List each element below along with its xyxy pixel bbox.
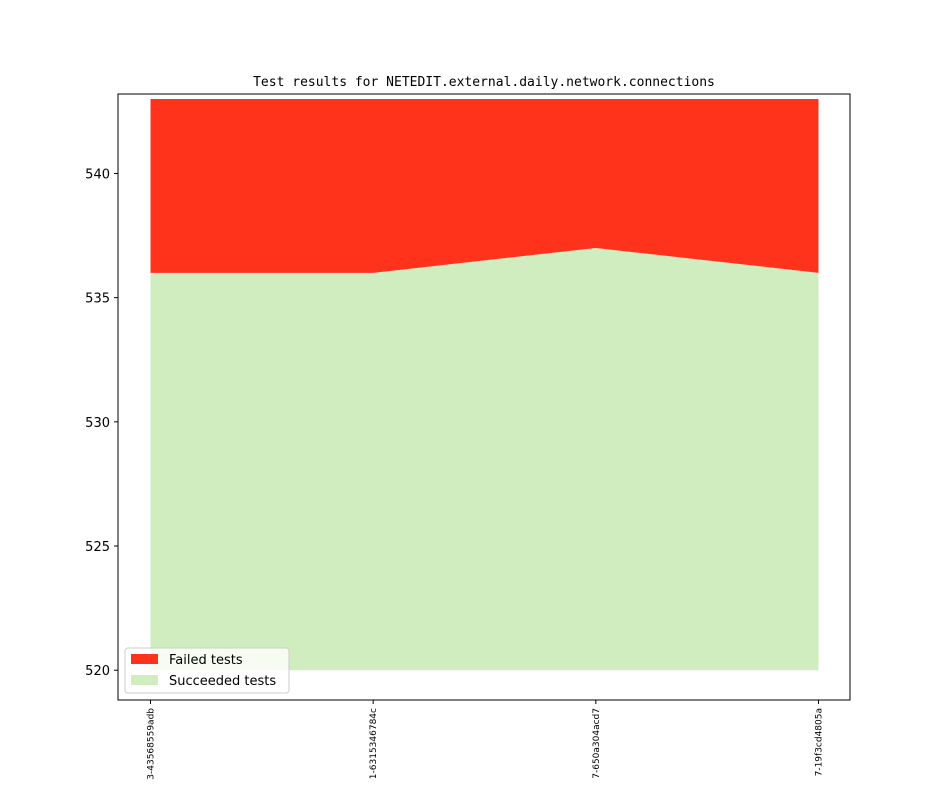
y-tick-label: 530 bbox=[85, 416, 110, 431]
area-succeeded bbox=[150, 247, 819, 671]
plot-frame bbox=[117, 93, 851, 701]
x-tick-label: 7-650a304acd7 bbox=[592, 708, 602, 779]
chart-title: Test results for NETEDIT.external.daily.… bbox=[253, 75, 715, 90]
x-tick-label: 7-19f3cd4805a bbox=[815, 708, 825, 776]
legend-label-succeeded: Succeeded tests bbox=[169, 674, 276, 689]
legend-swatch-succeeded bbox=[131, 675, 158, 685]
x-tick-label: 1-6315346784c bbox=[369, 708, 379, 779]
legend-box bbox=[124, 647, 290, 694]
x-tick-label: 3-43568559adb bbox=[147, 708, 157, 780]
legend-label-failed: Failed tests bbox=[169, 653, 243, 668]
legend: Failed tests Succeeded tests bbox=[124, 647, 290, 694]
y-tick-label: 525 bbox=[85, 540, 110, 555]
legend-swatch-failed bbox=[131, 654, 158, 664]
y-tick-label: 540 bbox=[85, 167, 110, 182]
y-tick-label: 535 bbox=[85, 292, 110, 307]
y-axis: 520 525 530 535 540 bbox=[85, 167, 118, 679]
y-tick-label: 520 bbox=[85, 664, 110, 679]
x-axis: 3-43568559adb 1-6315346784c 7-650a304acd7 7… bbox=[147, 700, 825, 780]
plot-areas bbox=[150, 98, 819, 671]
area-failed bbox=[150, 98, 819, 273]
